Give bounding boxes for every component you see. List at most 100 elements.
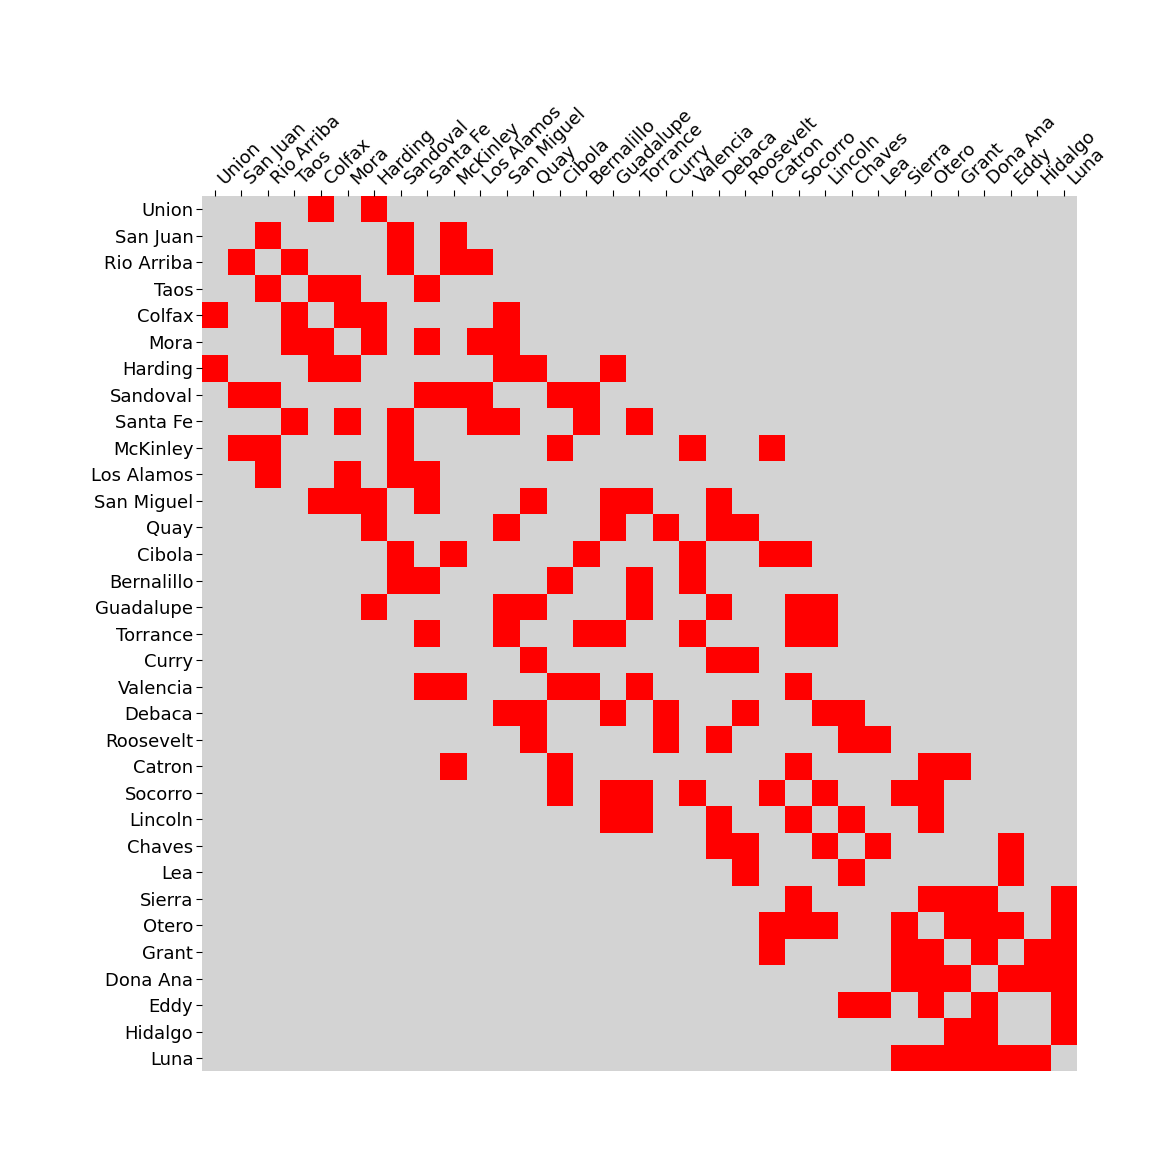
Bar <box>520 355 546 381</box>
Bar <box>626 806 653 833</box>
Bar <box>998 965 1024 992</box>
Bar <box>440 674 467 700</box>
Bar <box>998 859 1024 886</box>
Bar <box>387 249 414 275</box>
Bar <box>653 514 680 540</box>
Bar <box>573 381 599 408</box>
Bar <box>493 620 520 647</box>
Bar <box>812 700 839 727</box>
Bar <box>892 1045 918 1071</box>
Bar <box>759 540 786 567</box>
Bar <box>918 992 945 1018</box>
Bar <box>546 674 573 700</box>
Bar <box>626 567 653 593</box>
Bar <box>626 408 653 434</box>
Bar <box>706 487 733 514</box>
Bar <box>945 886 971 912</box>
Bar <box>812 780 839 806</box>
Bar <box>1051 992 1077 1018</box>
Bar <box>599 806 626 833</box>
Bar <box>308 196 334 222</box>
Bar <box>786 912 812 939</box>
Bar <box>361 302 387 328</box>
Bar <box>361 487 387 514</box>
Bar <box>918 1045 945 1071</box>
Bar <box>733 514 759 540</box>
Bar <box>706 727 733 753</box>
Bar <box>918 753 945 780</box>
Bar <box>228 249 255 275</box>
Bar <box>1051 1018 1077 1045</box>
Bar <box>202 355 228 381</box>
Bar <box>361 328 387 355</box>
Bar <box>414 620 440 647</box>
Bar <box>255 461 281 487</box>
Bar <box>334 408 361 434</box>
Bar <box>573 674 599 700</box>
Bar <box>467 328 493 355</box>
Bar <box>786 886 812 912</box>
Bar <box>387 567 414 593</box>
Bar <box>759 912 786 939</box>
Bar <box>599 620 626 647</box>
Bar <box>255 275 281 302</box>
Bar <box>1051 965 1077 992</box>
Bar <box>308 487 334 514</box>
Bar <box>281 249 308 275</box>
Bar <box>706 514 733 540</box>
Bar <box>440 249 467 275</box>
Bar <box>680 567 706 593</box>
Bar <box>971 939 998 965</box>
Bar <box>546 753 573 780</box>
Bar <box>865 992 892 1018</box>
Bar <box>998 912 1024 939</box>
Bar <box>520 487 546 514</box>
Bar <box>520 647 546 674</box>
Bar <box>334 487 361 514</box>
Bar <box>546 434 573 461</box>
Bar <box>361 196 387 222</box>
Bar <box>786 806 812 833</box>
Bar <box>786 593 812 620</box>
Bar <box>1051 939 1077 965</box>
Bar <box>626 674 653 700</box>
Bar <box>759 939 786 965</box>
Bar <box>1051 886 1077 912</box>
Bar <box>812 912 839 939</box>
Bar <box>839 727 865 753</box>
Bar <box>493 700 520 727</box>
Bar <box>1051 912 1077 939</box>
Bar <box>308 328 334 355</box>
Bar <box>706 833 733 859</box>
Bar <box>892 780 918 806</box>
Bar <box>414 461 440 487</box>
Bar <box>520 700 546 727</box>
Bar <box>414 674 440 700</box>
Bar <box>1024 965 1051 992</box>
Bar <box>599 514 626 540</box>
Bar <box>945 965 971 992</box>
Bar <box>626 780 653 806</box>
Bar <box>945 753 971 780</box>
Bar <box>228 434 255 461</box>
Bar <box>971 992 998 1018</box>
Bar <box>467 408 493 434</box>
Bar <box>414 487 440 514</box>
Bar <box>706 806 733 833</box>
Bar <box>202 302 228 328</box>
Bar <box>1024 1045 1051 1071</box>
Bar <box>414 381 440 408</box>
Bar <box>387 461 414 487</box>
Bar <box>945 912 971 939</box>
Bar <box>387 408 414 434</box>
Bar <box>281 328 308 355</box>
Bar <box>626 593 653 620</box>
Bar <box>733 859 759 886</box>
Bar <box>839 806 865 833</box>
Bar <box>786 540 812 567</box>
Bar <box>706 593 733 620</box>
Bar <box>918 939 945 965</box>
Bar <box>440 753 467 780</box>
Bar <box>733 700 759 727</box>
Bar <box>493 302 520 328</box>
